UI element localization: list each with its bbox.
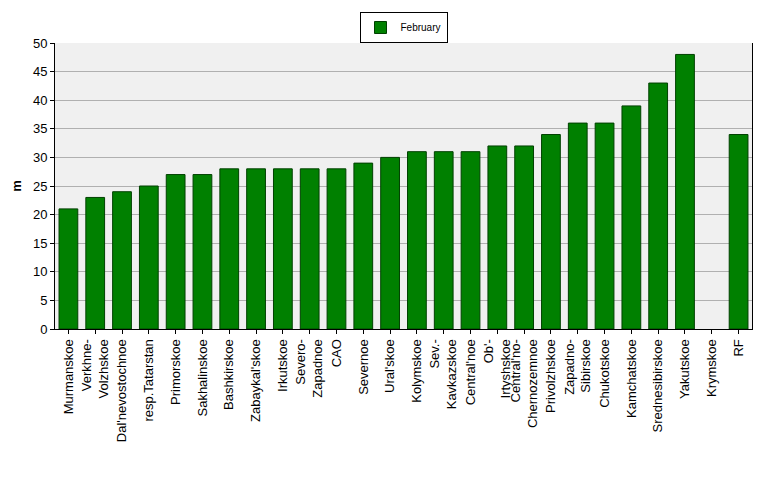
svg-text:February: February (401, 22, 441, 33)
svg-text:0: 0 (40, 322, 47, 337)
svg-text:Ob'-Irtyshskoe: Ob'-Irtyshskoe (481, 339, 513, 398)
svg-text:m: m (9, 180, 24, 192)
svg-text:Privolzhskoe: Privolzhskoe (543, 339, 558, 413)
svg-text:Severnoe: Severnoe (356, 339, 371, 395)
svg-text:Murmanskoe: Murmanskoe (61, 339, 76, 414)
svg-text:Central'noe: Central'noe (463, 339, 478, 405)
svg-text:Yakutskoe: Yakutskoe (677, 339, 692, 399)
svg-text:15: 15 (33, 236, 47, 251)
svg-text:Verkhne-Volzhskoe: Verkhne-Volzhskoe (79, 339, 111, 398)
svg-text:Sev.-Kavkazskoe: Sev.-Kavkazskoe (427, 339, 459, 409)
svg-text:CAO: CAO (329, 339, 344, 367)
svg-text:Bashkirskoe: Bashkirskoe (221, 339, 236, 410)
svg-text:25: 25 (33, 179, 47, 194)
svg-text:45: 45 (33, 64, 47, 79)
svg-text:resp.Tatarstan: resp.Tatarstan (141, 339, 156, 421)
svg-text:5: 5 (40, 293, 47, 308)
svg-text:Primorskoe: Primorskoe (168, 339, 183, 405)
svg-text:20: 20 (33, 207, 47, 222)
svg-text:Central'no-Chernozemnoe: Central'no-Chernozemnoe (508, 339, 540, 428)
svg-text:Dal'nevostochnoe: Dal'nevostochnoe (114, 339, 129, 442)
svg-text:Kamchatskoe: Kamchatskoe (624, 339, 639, 418)
svg-text:30: 30 (33, 150, 47, 165)
svg-text:Irkutskoe: Irkutskoe (275, 339, 290, 392)
svg-text:Zapadno-Sibirskoe: Zapadno-Sibirskoe (562, 339, 594, 395)
svg-text:Srednesibirskoe: Srednesibirskoe (650, 339, 665, 432)
svg-text:50: 50 (33, 36, 47, 51)
svg-text:10: 10 (33, 264, 47, 279)
svg-text:Sakhalinskoe: Sakhalinskoe (195, 339, 210, 416)
svg-text:RF: RF (731, 339, 746, 356)
svg-text:35: 35 (33, 121, 47, 136)
svg-text:Severo-Zapadnoe: Severo-Zapadnoe (293, 339, 325, 398)
svg-text:Zabaykal'skoe: Zabaykal'skoe (248, 339, 263, 422)
svg-text:40: 40 (33, 93, 47, 108)
svg-text:Ural'skoe: Ural'skoe (382, 339, 397, 393)
svg-text:Chukotskoe: Chukotskoe (597, 339, 612, 408)
svg-text:Krymskoe: Krymskoe (704, 339, 719, 397)
svg-text:Kolymskoe: Kolymskoe (409, 339, 424, 403)
